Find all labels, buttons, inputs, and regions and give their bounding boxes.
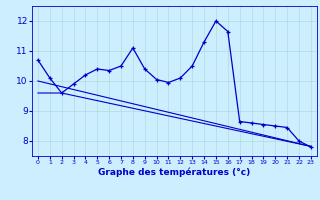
X-axis label: Graphe des températures (°c): Graphe des températures (°c): [98, 168, 251, 177]
